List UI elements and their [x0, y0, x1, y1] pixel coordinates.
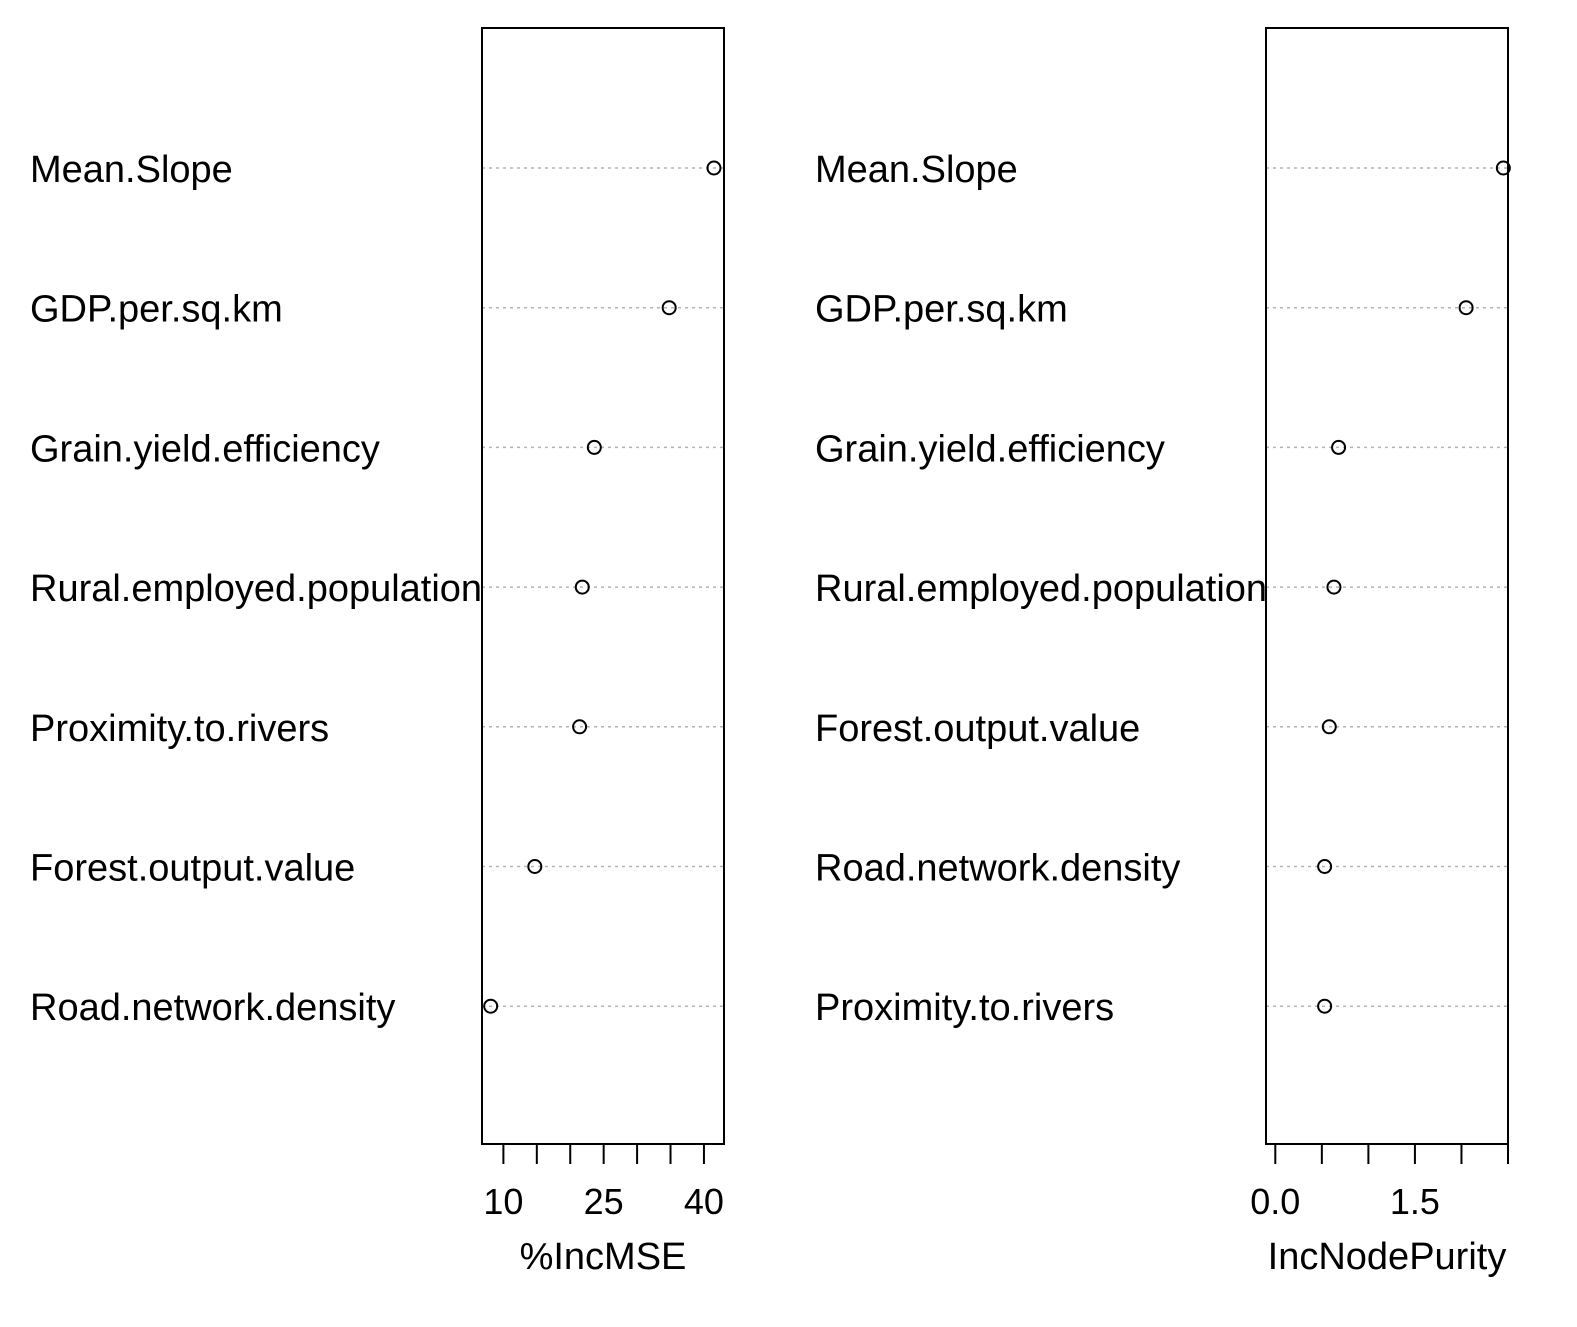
- tick-label: 10: [483, 1181, 523, 1222]
- tick-label: 25: [584, 1181, 624, 1222]
- variable-label: Grain.yield.efficiency: [30, 428, 380, 470]
- data-point: [1317, 859, 1333, 874]
- data-point: [586, 439, 602, 455]
- data-point: [574, 579, 590, 595]
- x-axis-title: IncNodePurity: [1268, 1236, 1507, 1278]
- variable-label: GDP.per.sq.km: [30, 289, 283, 331]
- tick-label: 0.0: [1250, 1181, 1300, 1222]
- variable-label: Road.network.density: [30, 987, 395, 1029]
- variable-label: Grain.yield.efficiency: [815, 428, 1165, 470]
- data-point: [661, 300, 677, 316]
- data-point: [1331, 439, 1347, 455]
- plot-frame: [1265, 27, 1509, 1145]
- tick-label: 40: [684, 1181, 724, 1222]
- variable-label: Proximity.to.rivers: [30, 708, 329, 750]
- variable-label: Forest.output.value: [815, 708, 1140, 750]
- tick-label: 1.5: [1390, 1181, 1440, 1222]
- variable-label: Proximity.to.rivers: [815, 987, 1114, 1029]
- variable-label: GDP.per.sq.km: [815, 289, 1068, 331]
- variable-label: Road.network.density: [815, 848, 1180, 890]
- data-point: [483, 998, 499, 1014]
- variable-label: Mean.Slope: [815, 149, 1018, 191]
- panel-incnodepurity: Mean.Slope GDP.per.sq.km Grain.yield.effic…: [815, 27, 1511, 1278]
- data-point: [572, 719, 588, 735]
- data-point: [1321, 719, 1337, 735]
- data-point: [706, 160, 722, 176]
- data-point: [1458, 300, 1474, 316]
- plot-frame: [481, 27, 725, 1145]
- variable-label: Mean.Slope: [30, 149, 233, 191]
- data-point: [1326, 579, 1342, 595]
- variable-label: Rural.employed.population: [30, 568, 482, 610]
- variable-label: Forest.output.value: [30, 848, 355, 890]
- variable-label: Rural.employed.population: [815, 568, 1267, 610]
- data-point: [1317, 998, 1333, 1014]
- x-axis-title: %IncMSE: [520, 1236, 687, 1278]
- data-point: [527, 859, 543, 874]
- panel-incmse: Mean.Slope GDP.per.sq.km Grain.yield.effic…: [30, 27, 725, 1278]
- data-point: [1495, 160, 1511, 176]
